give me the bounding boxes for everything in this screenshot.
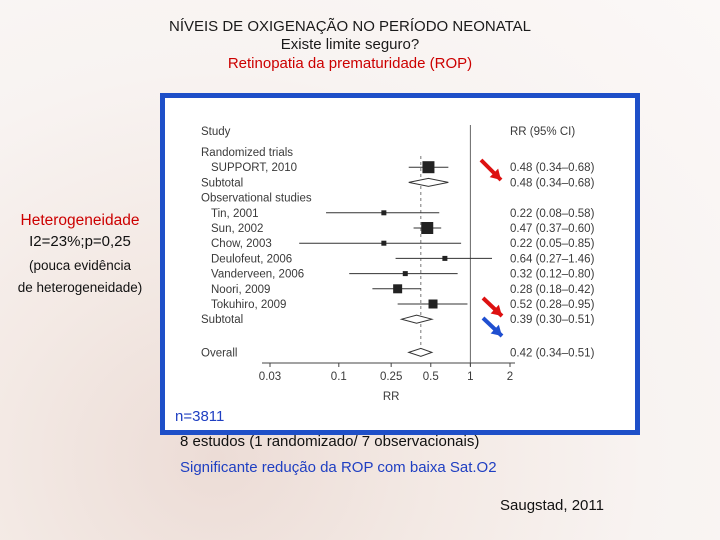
- header-study: Study: [201, 126, 231, 138]
- slide-title: NÍVEIS DE OXIGENAÇÃO NO PERÍODO NEONATAL: [168, 18, 531, 35]
- row-label: Tokuhiro, 2009: [211, 299, 286, 311]
- row-label: Chow, 2003: [211, 238, 272, 250]
- slide-subtitle: Existe limite seguro?: [280, 36, 420, 53]
- summary-diamond: [408, 177, 449, 187]
- row-label: Subtotal: [201, 177, 243, 189]
- forest-plot-frame: Study RR (95% CI) Randomized trials SUPPORT…: [160, 93, 640, 435]
- studies-count: 8 estudos (1 randomizado/ 7 observaciona…: [180, 433, 480, 450]
- row-label: Overall: [201, 347, 237, 359]
- row-label: Sun, 2002: [211, 223, 263, 235]
- red-arrow-observational: [481, 296, 504, 318]
- heterogeneity-note-1: (pouca evidência: [28, 258, 132, 273]
- forest-plot: Study RR (95% CI) Randomized trials SUPPORT…: [201, 125, 595, 403]
- row-ci: 0.47 (0.37–0.60): [510, 223, 595, 235]
- x-axis-label: RR: [383, 391, 400, 403]
- row-label: Observational studies: [201, 193, 312, 205]
- row-ci: 0.22 (0.08–0.58): [510, 208, 595, 220]
- row-label: SUPPORT, 2010: [211, 162, 297, 174]
- row-ci: 0.42 (0.34–0.51): [510, 347, 595, 359]
- row-ci: 0.22 (0.05–0.85): [510, 238, 595, 250]
- study-point: [393, 284, 403, 294]
- row-label: Randomized trials: [201, 147, 293, 159]
- row-ci: 0.32 (0.12–0.80): [510, 269, 595, 281]
- citation: Saugstad, 2011: [500, 497, 604, 514]
- row-label: Tin, 2001: [211, 208, 259, 220]
- x-tick-label: 2: [507, 371, 513, 383]
- row-label: Subtotal: [201, 314, 243, 326]
- header-rr: RR (95% CI): [510, 126, 575, 138]
- row-label: Noori, 2009: [211, 284, 270, 296]
- study-point: [422, 161, 435, 174]
- row-label: Deulofeut, 2006: [211, 253, 292, 265]
- heterogeneity-label: Heterogeneidade: [20, 212, 140, 229]
- red-arrow-randomized: [479, 158, 503, 182]
- row-ci: 0.48 (0.34–0.68): [510, 177, 595, 189]
- conclusion: Significante redução da ROP com baixa Sa…: [180, 459, 497, 476]
- study-point: [428, 299, 438, 309]
- row-ci: 0.39 (0.30–0.51): [510, 314, 595, 326]
- study-point: [421, 222, 434, 234]
- x-tick-label: 1: [467, 371, 473, 383]
- x-tick-label: 0.5: [423, 371, 439, 383]
- row-ci: 0.28 (0.18–0.42): [510, 284, 595, 296]
- study-point: [442, 255, 448, 261]
- heterogeneity-stat: I2=23%;p=0,25: [29, 233, 131, 250]
- heterogeneity-note-2: de heterogeneidade): [17, 280, 143, 295]
- study-point: [381, 210, 387, 216]
- row-ci: 0.64 (0.27–1.46): [510, 253, 595, 265]
- x-tick-label: 0.25: [380, 371, 402, 383]
- row-label: Vanderveen, 2006: [211, 269, 304, 281]
- summary-diamond: [407, 347, 434, 357]
- slide-topic: Retinopatia da prematuridade (ROP): [227, 55, 473, 72]
- row-ci: 0.52 (0.28–0.95): [510, 299, 595, 311]
- sample-size: n=3811: [175, 408, 225, 425]
- x-tick-label: 0.03: [259, 371, 281, 383]
- summary-diamond: [399, 314, 434, 324]
- x-tick-label: 0.1: [331, 371, 347, 383]
- blue-arrow-overall: [481, 316, 504, 338]
- study-point: [381, 240, 387, 246]
- study-point: [402, 271, 408, 277]
- row-ci: 0.48 (0.34–0.68): [510, 162, 595, 174]
